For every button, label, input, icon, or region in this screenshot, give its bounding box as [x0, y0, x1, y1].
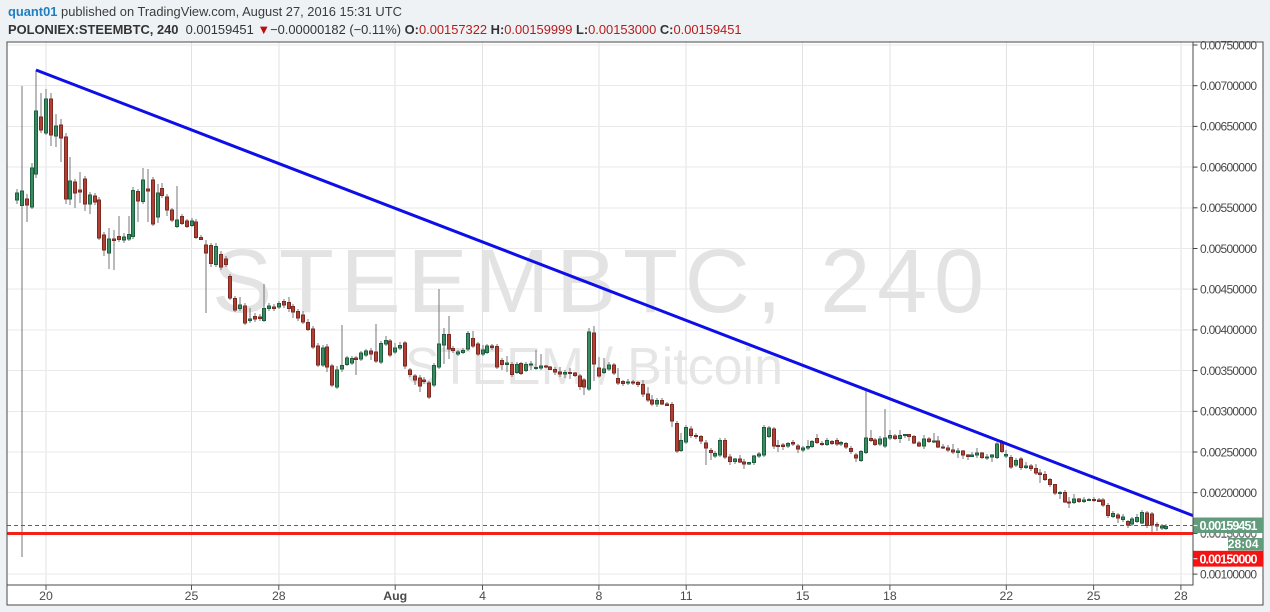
svg-text:0.00159451: 0.00159451: [1200, 519, 1258, 533]
svg-text:18: 18: [883, 589, 897, 603]
svg-text:8: 8: [595, 589, 602, 603]
svg-text:0.00200000: 0.00200000: [1200, 486, 1257, 500]
svg-text:20: 20: [39, 589, 53, 603]
svg-text:28: 28: [272, 589, 286, 603]
svg-text:Aug: Aug: [383, 589, 407, 603]
svg-text:11: 11: [680, 589, 693, 603]
svg-text:28:04: 28:04: [1228, 537, 1259, 551]
svg-text:0.00750000: 0.00750000: [1200, 38, 1257, 52]
svg-text:STEEMBTC, 240: STEEMBTC, 240: [212, 232, 984, 332]
svg-text:0.00650000: 0.00650000: [1200, 120, 1257, 134]
svg-text:0.00100000: 0.00100000: [1200, 567, 1257, 581]
svg-text:0.00500000: 0.00500000: [1200, 242, 1257, 256]
svg-text:0.00550000: 0.00550000: [1200, 201, 1257, 215]
svg-text:15: 15: [796, 589, 810, 603]
svg-text:22: 22: [999, 589, 1013, 603]
svg-text:0.00400000: 0.00400000: [1200, 323, 1257, 337]
svg-text:0.00350000: 0.00350000: [1200, 364, 1257, 378]
svg-text:0.00600000: 0.00600000: [1200, 160, 1257, 174]
svg-text:0.00300000: 0.00300000: [1200, 405, 1257, 419]
svg-text:25: 25: [185, 589, 199, 603]
svg-text:0.00700000: 0.00700000: [1200, 79, 1257, 93]
svg-text:28: 28: [1174, 589, 1188, 603]
svg-text:4: 4: [479, 589, 486, 603]
svg-text:0.00150000: 0.00150000: [1200, 552, 1258, 566]
svg-text:0.00250000: 0.00250000: [1200, 445, 1257, 459]
svg-text:0.00450000: 0.00450000: [1200, 283, 1257, 297]
svg-text:25: 25: [1087, 589, 1101, 603]
